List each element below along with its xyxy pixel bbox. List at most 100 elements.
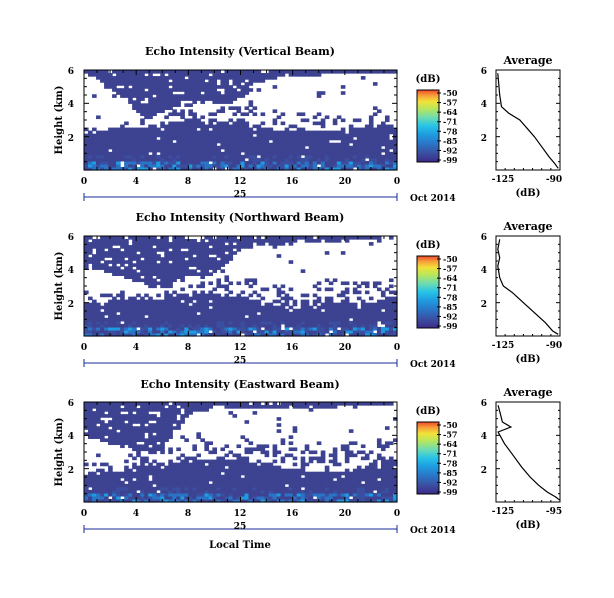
heat-cell [180,151,185,156]
heat-cell [384,133,390,138]
heat-cell [128,489,133,494]
heat-cell [244,76,250,80]
heat-cell [220,151,226,156]
heat-cell [100,245,105,249]
heat-cell [368,151,374,156]
heat-cell [228,166,234,171]
heat-cell [96,251,101,255]
heat-cell [84,492,89,497]
heat-cell [136,239,141,243]
heat-cell [176,311,181,316]
heat-cell [268,332,274,337]
heat-cell [180,269,185,273]
heat-cell [104,429,109,433]
heat-cell [236,320,242,325]
heat-cell [204,492,209,497]
heat-cell [160,260,165,264]
heat-cell [120,420,125,424]
heat-cell [208,281,214,286]
heat-cell [88,257,93,261]
heat-cell [120,157,125,162]
heat-cell [104,492,109,497]
heat-cell [108,432,113,436]
heat-cell [240,323,246,328]
heat-cell [224,127,230,132]
heat-cell [264,160,270,165]
heat-cell [100,251,105,255]
heat-cell [304,136,310,141]
heat-cell [376,236,382,240]
heat-cell [136,302,141,307]
colorbar: (dB) -50-57-64-71-78-85-92-99 [416,240,458,331]
heat-cell [316,281,322,286]
heat-cell [216,305,222,310]
heat-cell [224,100,230,104]
heat-cell [180,145,185,150]
heat-cell [240,480,246,485]
heat-cell [100,314,105,319]
avg-y-tick-label: 6 [481,67,487,77]
heat-cell [276,163,282,168]
heat-cell [184,163,189,168]
heat-cell [220,160,226,165]
heat-cell [260,480,266,485]
heat-cell [364,480,370,485]
heat-cell [304,293,310,298]
heat-cell [192,332,197,337]
heat-cell [116,408,121,412]
heat-cell [112,429,117,433]
heat-cell [236,248,242,252]
heat-cell [212,245,218,249]
heat-cell [192,305,197,310]
heat-cell [244,402,250,406]
heat-cell [340,326,346,331]
heat-cell [264,492,270,497]
heat-cell [264,151,270,156]
heat-cell [328,459,334,464]
heat-cell [84,248,89,252]
heat-cell [304,474,310,479]
heat-cell [268,465,274,470]
heat-cell [316,133,322,138]
heat-cell [224,151,230,156]
heat-cell [236,323,242,328]
heat-cell [228,462,234,467]
heat-cell [328,332,334,337]
heat-cell [104,242,109,246]
heat-cell [192,263,197,267]
colorbar-tick-label: -57 [443,264,457,274]
heat-cell [252,308,258,313]
heat-cell [208,311,214,316]
heat-cell [268,302,274,307]
heat-cell [316,160,322,165]
heat-cell [128,82,133,86]
heat-cell [340,299,346,304]
heat-cell [344,447,350,452]
heat-cell [228,133,234,138]
heat-cell [96,257,101,261]
heat-cell [112,420,117,424]
heat-cell [184,73,189,77]
heat-cell [120,311,125,316]
heat-cell [320,160,326,165]
heat-cell [376,148,382,153]
heat-cell [120,242,125,246]
heat-cell [212,266,218,270]
heat-cell [392,133,398,138]
heat-cell [284,474,290,479]
heat-cell [84,402,89,406]
heat-cell [100,429,105,433]
heat-cell [368,329,374,334]
heat-cell [208,320,214,325]
heat-cell [376,287,382,292]
heat-cell [84,266,89,270]
heat-cell [284,329,290,334]
heat-cell [208,465,214,470]
heat-cell [100,408,105,412]
heat-cell [180,88,185,92]
heat-cell [168,284,173,289]
heat-cell [268,142,274,147]
heat-cell [204,94,209,98]
heat-cell [316,483,322,488]
heat-cell [348,332,354,337]
